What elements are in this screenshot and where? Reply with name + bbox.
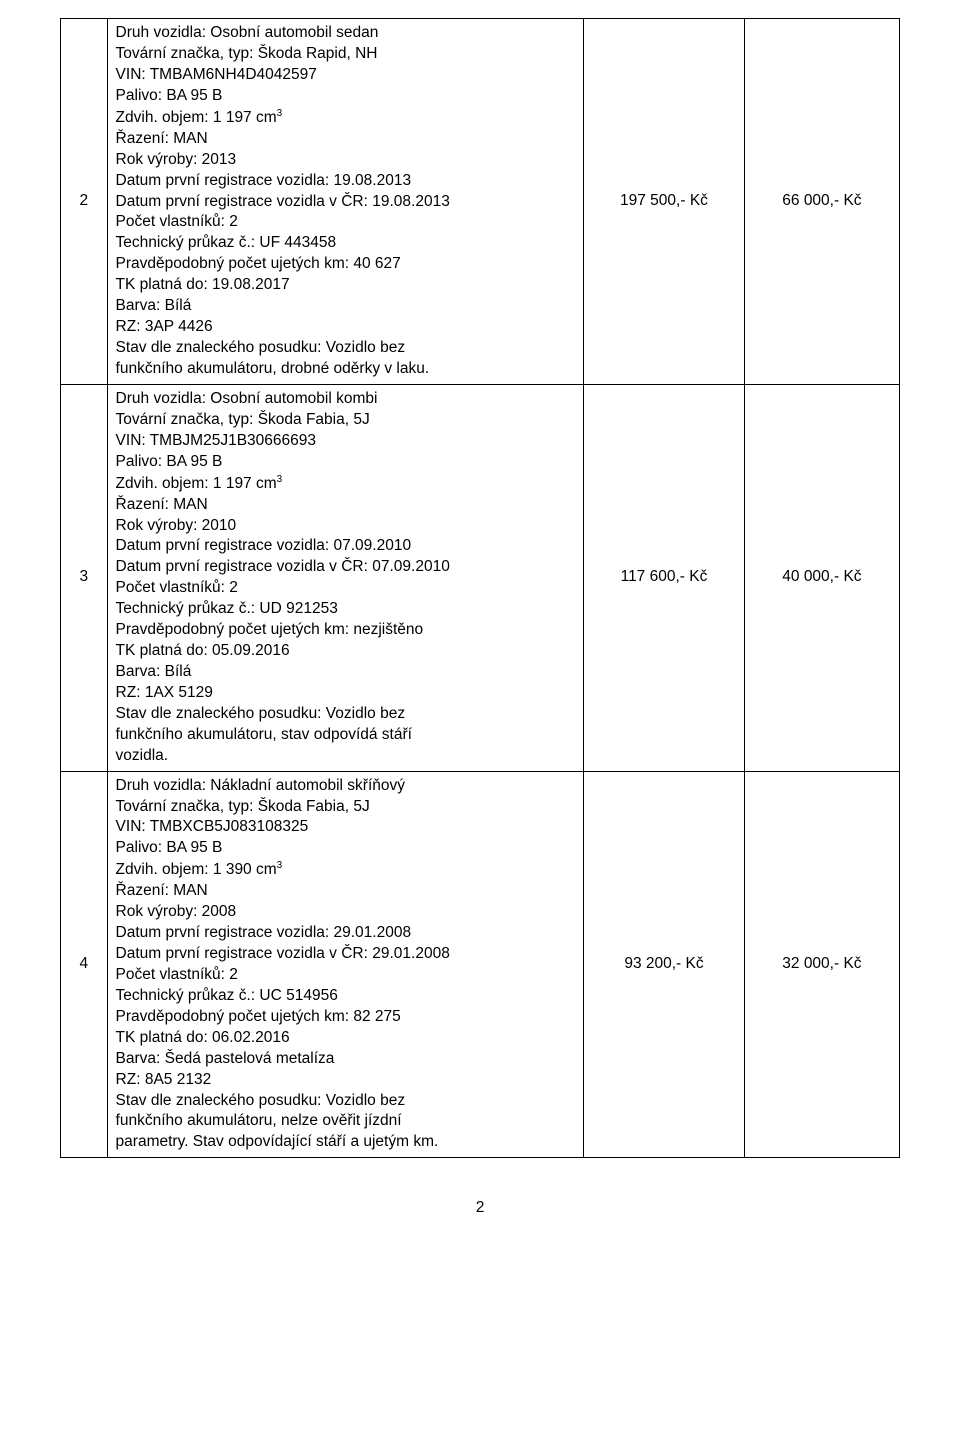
- desc-line: funkčního akumulátoru, stav odpovídá stá…: [116, 725, 576, 746]
- desc-line: Zdvih. objem: 1 197 cm3: [116, 107, 576, 129]
- desc-line: Zdvih. objem: 1 197 cm3: [116, 473, 576, 495]
- table-row: 3Druh vozidla: Osobní automobil kombiTov…: [61, 384, 900, 771]
- desc-line: vozidla.: [116, 746, 576, 767]
- desc-line: TK platná do: 05.09.2016: [116, 641, 576, 662]
- desc-line: Druh vozidla: Nákladní automobil skříňov…: [116, 776, 576, 797]
- price-column-1: 197 500,- Kč: [584, 19, 745, 385]
- desc-line: Rok výroby: 2010: [116, 516, 576, 537]
- desc-line: Palivo: BA 95 B: [116, 838, 576, 859]
- vehicle-table: 2Druh vozidla: Osobní automobil sedanTov…: [60, 18, 900, 1158]
- desc-line: VIN: TMBJM25J1B30666693: [116, 431, 576, 452]
- page-number: 2: [60, 1198, 900, 1219]
- desc-line: Barva: Bílá: [116, 662, 576, 683]
- row-number: 2: [61, 19, 108, 385]
- desc-line: VIN: TMBXCB5J083108325: [116, 817, 576, 838]
- desc-line: Druh vozidla: Osobní automobil sedan: [116, 23, 576, 44]
- desc-line: Pravděpodobný počet ujetých km: 82 275: [116, 1007, 576, 1028]
- desc-line: Barva: Šedá pastelová metalíza: [116, 1049, 576, 1070]
- desc-line: Pravděpodobný počet ujetých km: nezjiště…: [116, 620, 576, 641]
- desc-line: Datum první registrace vozidla: 29.01.20…: [116, 923, 576, 944]
- row-description: Druh vozidla: Osobní automobil kombiTová…: [107, 384, 584, 771]
- price-column-1: 93 200,- Kč: [584, 771, 745, 1158]
- page: 2Druh vozidla: Osobní automobil sedanTov…: [0, 0, 960, 1249]
- desc-line: funkčního akumulátoru, nelze ověřit jízd…: [116, 1111, 576, 1132]
- desc-line: VIN: TMBAM6NH4D4042597: [116, 65, 576, 86]
- desc-line: Počet vlastníků: 2: [116, 965, 576, 986]
- desc-line: Rok výroby: 2008: [116, 902, 576, 923]
- desc-line: Palivo: BA 95 B: [116, 86, 576, 107]
- desc-line: Řazení: MAN: [116, 881, 576, 902]
- row-description: Druh vozidla: Nákladní automobil skříňov…: [107, 771, 584, 1158]
- desc-line: Stav dle znaleckého posudku: Vozidlo bez: [116, 338, 576, 359]
- desc-line: Technický průkaz č.: UF 443458: [116, 233, 576, 254]
- table-row: 2Druh vozidla: Osobní automobil sedanTov…: [61, 19, 900, 385]
- desc-line: Barva: Bílá: [116, 296, 576, 317]
- table-row: 4 Druh vozidla: Nákladní automobil skříňo…: [61, 771, 900, 1158]
- desc-line: Stav dle znaleckého posudku: Vozidlo bez: [116, 1091, 576, 1112]
- desc-line: Datum první registrace vozidla: 19.08.20…: [116, 171, 576, 192]
- desc-line: Stav dle znaleckého posudku: Vozidlo bez: [116, 704, 576, 725]
- desc-line: Počet vlastníků: 2: [116, 578, 576, 599]
- desc-line: RZ: 8A5 2132: [116, 1070, 576, 1091]
- superscript: 3: [277, 108, 283, 119]
- price-column-2: 32 000,- Kč: [744, 771, 899, 1158]
- desc-line: parametry. Stav odpovídající stáří a uje…: [116, 1132, 576, 1153]
- desc-line: Tovární značka, typ: Škoda Rapid, NH: [116, 44, 576, 65]
- row-description: Druh vozidla: Osobní automobil sedanTová…: [107, 19, 584, 385]
- desc-line: Datum první registrace vozidla v ČR: 19.…: [116, 192, 576, 213]
- row-number: 3: [61, 384, 108, 771]
- desc-line: Rok výroby: 2013: [116, 150, 576, 171]
- desc-line: Technický průkaz č.: UC 514956: [116, 986, 576, 1007]
- desc-line: TK platná do: 06.02.2016: [116, 1028, 576, 1049]
- row-number: 4: [61, 771, 108, 1158]
- desc-line: Datum první registrace vozidla: 07.09.20…: [116, 536, 576, 557]
- desc-line: Tovární značka, typ: Škoda Fabia, 5J: [116, 797, 576, 818]
- desc-line: RZ: 3AP 4426: [116, 317, 576, 338]
- desc-line: funkčního akumulátoru, drobné oděrky v l…: [116, 359, 576, 380]
- desc-line: Druh vozidla: Osobní automobil kombi: [116, 389, 576, 410]
- desc-line: Palivo: BA 95 B: [116, 452, 576, 473]
- desc-line: Počet vlastníků: 2: [116, 212, 576, 233]
- desc-line: Řazení: MAN: [116, 495, 576, 516]
- desc-line: Datum první registrace vozidla v ČR: 29.…: [116, 944, 576, 965]
- superscript: 3: [277, 860, 283, 871]
- desc-line: RZ: 1AX 5129: [116, 683, 576, 704]
- desc-line: TK platná do: 19.08.2017: [116, 275, 576, 296]
- superscript: 3: [277, 474, 283, 485]
- desc-line: Pravděpodobný počet ujetých km: 40 627: [116, 254, 576, 275]
- price-column-2: 40 000,- Kč: [744, 384, 899, 771]
- desc-line: Tovární značka, typ: Škoda Fabia, 5J: [116, 410, 576, 431]
- desc-line: Technický průkaz č.: UD 921253: [116, 599, 576, 620]
- price-column-2: 66 000,- Kč: [744, 19, 899, 385]
- desc-line: Řazení: MAN: [116, 129, 576, 150]
- desc-line: Datum první registrace vozidla v ČR: 07.…: [116, 557, 576, 578]
- desc-line: Zdvih. objem: 1 390 cm3: [116, 859, 576, 881]
- price-column-1: 117 600,- Kč: [584, 384, 745, 771]
